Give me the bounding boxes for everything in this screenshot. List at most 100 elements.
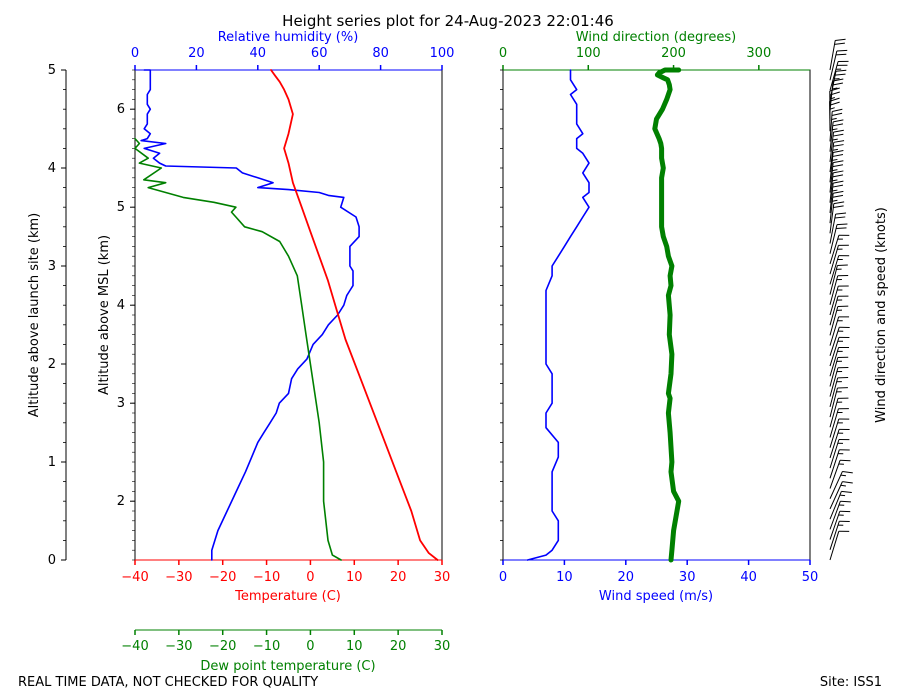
wind-barb-flag (841, 490, 852, 493)
wdir-axis-label: Wind direction (degrees) (576, 30, 736, 45)
wind-barb-staff (829, 511, 841, 540)
wind-barb-flag (834, 216, 846, 219)
thermo-panel-frame (134, 69, 443, 561)
wind-barb-half-flag (832, 87, 838, 90)
wind-barb (829, 326, 850, 356)
wind-barb-half-flag (832, 169, 838, 172)
wind-barb-flag (829, 87, 840, 92)
wind-barb (829, 336, 850, 367)
alt-msl-tick-label: 4 (117, 298, 125, 313)
wind-barb (829, 366, 849, 397)
wind-barb-staff (829, 213, 837, 244)
series-layer (134, 67, 682, 563)
wind-barb (829, 510, 851, 540)
wdir-axis-tick-label: 300 (746, 46, 771, 61)
wind-barb-staff (829, 337, 840, 367)
dewpoint-axis-tick-label: −20 (209, 639, 236, 654)
wind-barb-half-flag (840, 474, 847, 477)
wspd-axis-tick-label: 10 (556, 570, 573, 585)
wind-barb (829, 418, 850, 448)
wind-barb-staff (829, 367, 839, 397)
wind-panel-frame (502, 69, 811, 561)
wind-barb (829, 129, 844, 162)
wind-barb-staff (829, 111, 833, 142)
wind-barb-half-flag (839, 494, 846, 497)
wind-barb (829, 38, 846, 71)
wind-barb-staff (829, 531, 840, 561)
wind-barb-flag (833, 140, 845, 143)
wind-barb (829, 356, 849, 387)
wind-speed-line (526, 69, 590, 561)
wind-barb (829, 459, 851, 489)
wind-barb (829, 285, 849, 316)
wind-barb-flag (832, 184, 844, 188)
alt-launch-tick-label: 0 (48, 553, 56, 568)
wind-barb-axis-label: Wind direction and speed (knots) (874, 207, 889, 423)
wind-barb-flag (836, 227, 847, 229)
alt-launch-tick-label: 4 (48, 161, 56, 176)
wind-barb (829, 490, 852, 520)
wind-barb (829, 346, 850, 377)
wind-barb-flag (833, 144, 844, 147)
wind-barb-half-flag (832, 138, 838, 141)
wind-barb-staff (829, 121, 834, 152)
wind-barb-staff (829, 224, 838, 254)
wind-barb-staff (829, 439, 840, 469)
dewpoint-axis-tick-label: −40 (121, 639, 148, 654)
wind-barb-staff (829, 183, 834, 213)
dewpoint-axis-tick-label: 10 (346, 639, 363, 654)
wind-barb-flag (840, 500, 851, 503)
temp-axis-tick-label: 10 (346, 570, 363, 585)
wind-barb-staff (829, 471, 843, 499)
wind-barb-half-flag (832, 128, 838, 131)
wind-barb (829, 305, 849, 336)
wind-barbs (829, 38, 853, 561)
wind-barb-staff (829, 398, 839, 428)
wind-barb-flag (833, 129, 844, 133)
alt-msl-tick-label: 2 (117, 494, 125, 509)
wind-barb-staff (829, 408, 839, 438)
wind-barb-staff (829, 491, 842, 520)
wind-barb-staff (829, 429, 840, 459)
wspd-axis-tick-label: 30 (679, 570, 696, 585)
wind-barb-staff (829, 316, 840, 346)
alt-msl-tick-label: 3 (117, 396, 125, 411)
alt-launch-tick-label: 2 (48, 357, 56, 372)
wind-barb-staff (829, 521, 840, 550)
dewpoint-axis-tick-label: −10 (253, 639, 280, 654)
wind-barb (829, 255, 850, 285)
dewpoint-axis-tick-label: −30 (165, 639, 192, 654)
wind-barb (829, 387, 848, 418)
wind-barb (829, 520, 850, 550)
wind-barb-half-flag (832, 158, 838, 161)
wind-barb (829, 170, 844, 203)
dewpoint-line (134, 137, 342, 561)
wind-barb-staff (829, 286, 839, 316)
dewpoint-axis-tick-label: 20 (390, 639, 407, 654)
wind-barb (829, 60, 849, 91)
temp-axis-label: Temperature (C) (234, 589, 341, 604)
wind-barb-staff (829, 418, 840, 448)
wind-barb-flag (832, 82, 843, 86)
wind-barb-staff (829, 235, 840, 265)
wind-barb (829, 180, 844, 213)
wind-barb-flag (832, 194, 844, 198)
rh-axis-tick-label: 80 (372, 46, 389, 61)
wind-barb-flag (832, 174, 844, 178)
wind-barb-flag (834, 42, 845, 45)
wind-barb-flag (833, 160, 844, 164)
wind-barb (829, 438, 850, 469)
wind-barb (829, 244, 849, 275)
wind-barb-staff (829, 327, 840, 356)
wind-barb (829, 160, 844, 193)
wind-barb (829, 87, 840, 122)
wind-barb-staff (829, 481, 843, 510)
wind-barb-flag (832, 164, 844, 168)
wind-barb (829, 500, 851, 530)
wind-barb (829, 316, 850, 346)
wspd-axis-tick-label: 0 (499, 570, 507, 585)
wind-barb (829, 119, 844, 152)
temp-axis-tick-label: 20 (390, 570, 407, 585)
wind-barb-staff (829, 347, 840, 377)
